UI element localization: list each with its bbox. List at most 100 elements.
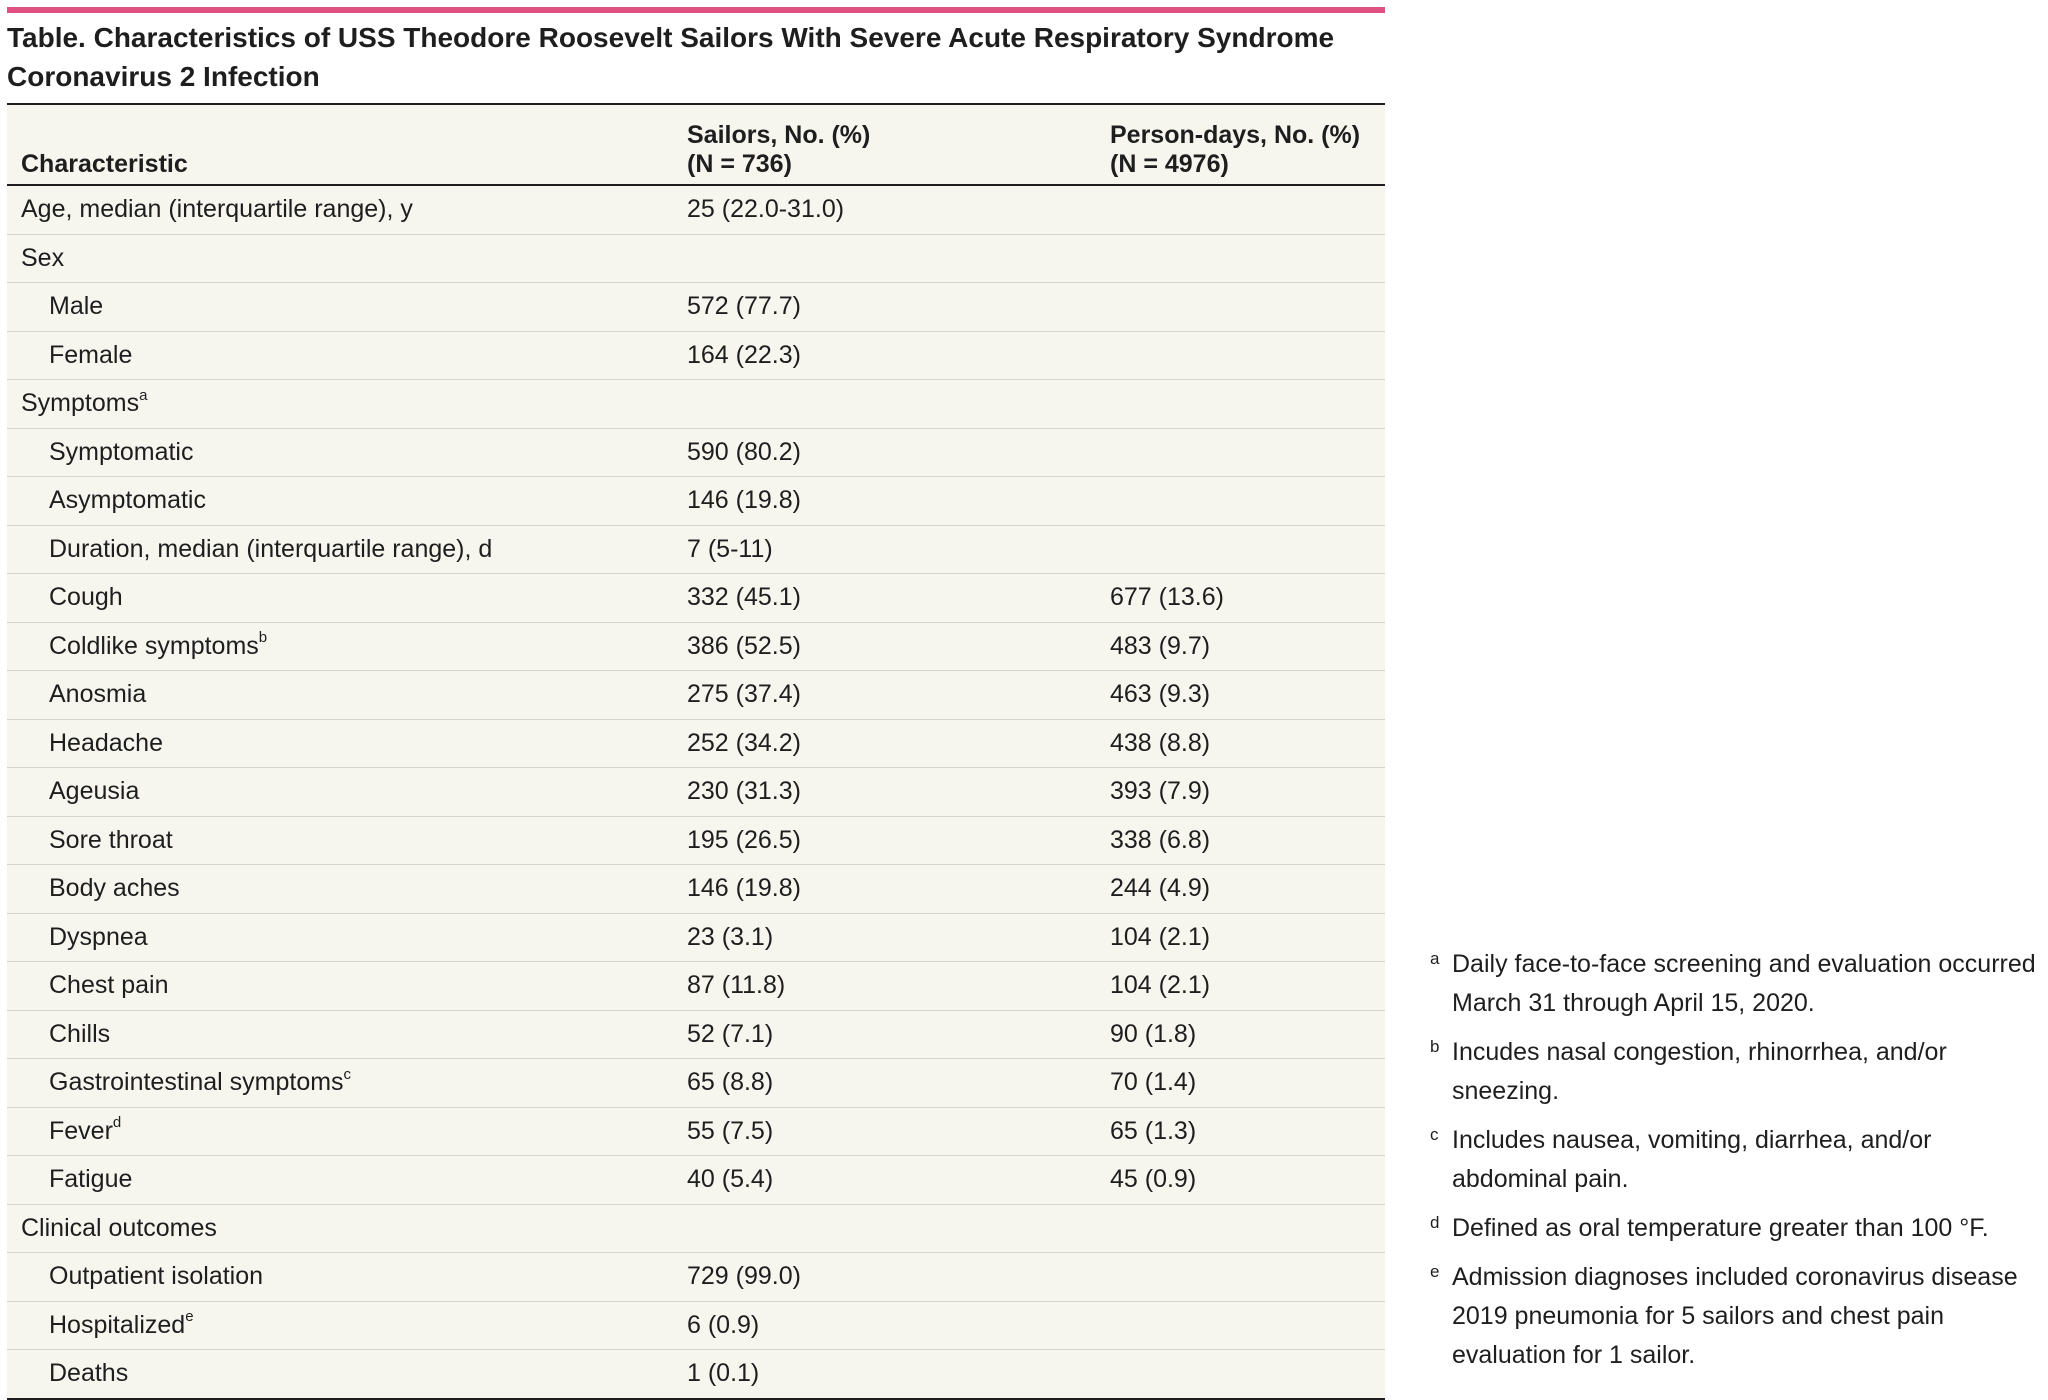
- characteristic-cell: Fatigue: [49, 1156, 132, 1204]
- person-days-cell: 90 (1.8): [1110, 1019, 1197, 1048]
- table-row: Asymptomatic 146 (19.8): [7, 476, 1385, 525]
- characteristic-cell: Gastrointestinal symptomsc: [49, 1059, 351, 1107]
- characteristic-cell: Duration, median (interquartile range), …: [49, 526, 492, 574]
- table-row: Coldlike symptomsb 386 (52.5) 483 (9.7): [7, 621, 1385, 671]
- footnote-mark: c: [1430, 1125, 1439, 1144]
- person-days-cell: 104 (2.1): [1110, 922, 1211, 951]
- sailors-cell: 230 (31.3): [687, 777, 801, 805]
- footnote-mark: e: [1430, 1262, 1440, 1281]
- table-row: Sex: [7, 233, 1385, 283]
- footnote-d: d Defined as oral temperature greater tha…: [1430, 1209, 2040, 1248]
- footnote-marker: b: [258, 629, 268, 647]
- characteristic-cell: Anosmia: [49, 671, 146, 719]
- characteristic-cell: Headache: [49, 720, 163, 768]
- sailors-cell: 164 (22.3): [687, 340, 801, 369]
- sailors-cell: 40 (5.4): [687, 1165, 774, 1193]
- sailors-cell: 729 (99.0): [687, 1262, 801, 1290]
- sailors-cell: 7 (5-11): [687, 534, 773, 563]
- characteristic-cell: Male: [49, 283, 103, 331]
- characteristic-label: Sex: [21, 243, 65, 272]
- footnote-text: Daily face-to-face screening and evaluat…: [1452, 950, 2036, 1017]
- footnote-text: Defined as oral temperature greater than…: [1452, 1214, 1989, 1242]
- characteristic-label: Deaths: [49, 1359, 129, 1387]
- table-title: Table. Characteristics of USS Theodore R…: [7, 22, 1335, 92]
- characteristic-cell: Cough: [49, 574, 123, 622]
- characteristic-cell: Female: [49, 332, 132, 380]
- sailors-cell: 590 (80.2): [687, 437, 801, 466]
- footnote-mark: b: [1430, 1037, 1440, 1056]
- table-row: Feverd 55 (7.5) 65 (1.3): [7, 1106, 1385, 1156]
- sailors-cell: 275 (37.4): [687, 680, 801, 708]
- characteristic-label: Chills: [49, 1019, 111, 1048]
- characteristic-cell: Hospitalizede: [49, 1302, 194, 1350]
- characteristic-label: Female: [49, 340, 133, 369]
- table-row: Sore throat 195 (26.5) 338 (6.8): [7, 815, 1385, 865]
- table-row: Clinical outcomes: [7, 1203, 1385, 1253]
- sailors-cell: 332 (45.1): [687, 583, 801, 611]
- header-person-days-n: (N = 4976): [1110, 150, 1229, 178]
- sailors-cell: 195 (26.5): [687, 825, 801, 854]
- table-row: Chest pain 87 (11.8) 104 (2.1): [7, 961, 1385, 1010]
- footnote-text: Admission diagnoses included coronavirus…: [1452, 1263, 2018, 1369]
- sailors-cell: 1 (0.1): [687, 1359, 760, 1387]
- footnote-a: a Daily face-to-face screening and evalua…: [1430, 945, 2040, 1023]
- sailors-cell: 252 (34.2): [687, 728, 801, 757]
- table-row: Fatigue 40 (5.4) 45 (0.9): [7, 1155, 1385, 1204]
- characteristic-label: Symptoms: [21, 389, 140, 417]
- characteristic-label: Ageusia: [49, 777, 140, 805]
- footnote-c: c Includes nausea, vomiting, diarrhea, an…: [1430, 1121, 2040, 1199]
- table-row: Outpatient isolation 729 (99.0): [7, 1252, 1385, 1301]
- characteristic-cell: Sore throat: [49, 817, 173, 865]
- table-row: Chills 52 (7.1) 90 (1.8): [7, 1009, 1385, 1059]
- sailors-cell: 146 (19.8): [687, 874, 801, 902]
- footnote-e: e Admission diagnoses included coronaviru…: [1430, 1258, 2040, 1375]
- characteristic-cell: Feverd: [49, 1108, 121, 1156]
- table-row: Age, median (interquartile range), y 25 (…: [7, 186, 1385, 234]
- characteristic-cell: Body aches: [49, 865, 180, 913]
- characteristic-label: Cough: [49, 583, 123, 611]
- person-days-cell: 104 (2.1): [1110, 971, 1211, 999]
- table-row: Hospitalizede 6 (0.9): [7, 1300, 1385, 1350]
- sailors-cell: 572 (77.7): [687, 292, 801, 320]
- characteristic-label: Clinical outcomes: [21, 1213, 217, 1242]
- table-row: Symptomatic 590 (80.2): [7, 427, 1385, 477]
- characteristic-cell: Symptomatic: [49, 429, 193, 477]
- table-row: Gastrointestinal symptomsc 65 (8.8) 70 (1.…: [7, 1058, 1385, 1107]
- sailors-cell: 65 (8.8): [687, 1068, 774, 1096]
- table-row: Body aches 146 (19.8) 244 (4.9): [7, 864, 1385, 913]
- table-row: Cough 332 (45.1) 677 (13.6): [7, 573, 1385, 622]
- footnote-marker: a: [139, 386, 148, 404]
- characteristic-label: Duration, median (interquartile range), …: [49, 534, 493, 563]
- table-row: Deaths 1 (0.1): [7, 1349, 1385, 1398]
- footnote-mark: d: [1430, 1213, 1440, 1232]
- sailors-cell: 52 (7.1): [687, 1019, 774, 1048]
- footnote-text: Includes nausea, vomiting, diarrhea, and…: [1452, 1126, 1932, 1193]
- footnote-text: Incudes nasal congestion, rhinorrhea, an…: [1452, 1038, 1947, 1105]
- characteristic-cell: Dyspnea: [49, 914, 148, 962]
- sailors-cell: 386 (52.5): [687, 631, 801, 660]
- characteristics-table: Characteristic Sailors, No. (%) (N = 736…: [7, 103, 1385, 1400]
- characteristic-label: Sore throat: [49, 825, 173, 854]
- header-person-days-label: Person-days, No. (%): [1110, 121, 1361, 149]
- person-days-cell: 45 (0.9): [1110, 1165, 1197, 1193]
- header-person-days: Person-days, No. (%) (N = 4976): [1110, 121, 1360, 179]
- characteristic-label: Dyspnea: [49, 922, 148, 951]
- sailors-cell: 25 (22.0-31.0): [687, 195, 845, 223]
- footnote-b: b Incudes nasal congestion, rhinorrhea, a…: [1430, 1033, 2040, 1111]
- person-days-cell: 677 (13.6): [1110, 583, 1224, 611]
- header-sailors-label: Sailors, No. (%): [687, 121, 871, 149]
- table-body: Age, median (interquartile range), y 25 (…: [7, 186, 1385, 1398]
- footnote-marker: c: [343, 1065, 352, 1083]
- characteristic-cell: Chills: [49, 1011, 110, 1059]
- table-header: Characteristic Sailors, No. (%) (N = 736…: [7, 105, 1385, 186]
- header-sailors-n: (N = 736): [687, 150, 792, 178]
- sailors-cell: 87 (11.8): [687, 971, 786, 999]
- person-days-cell: 393 (7.9): [1110, 777, 1211, 805]
- characteristic-cell: Age, median (interquartile range), y: [21, 186, 413, 234]
- characteristic-label: Fever: [49, 1116, 113, 1145]
- sailors-cell: 55 (7.5): [687, 1116, 774, 1145]
- table-row: Anosmia 275 (37.4) 463 (9.3): [7, 670, 1385, 719]
- characteristic-cell: Sex: [21, 235, 64, 283]
- footnote-marker: e: [185, 1308, 194, 1326]
- characteristic-label: Gastrointestinal symptoms: [49, 1068, 344, 1096]
